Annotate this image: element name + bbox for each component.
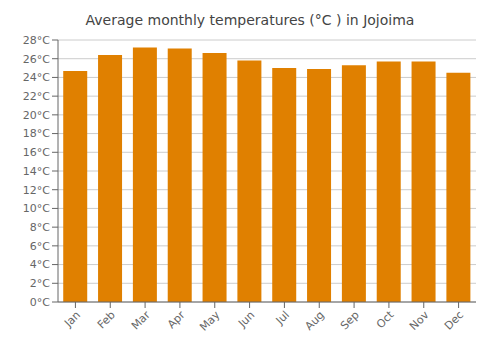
svg-text:28°C: 28°C xyxy=(23,34,50,47)
svg-text:10°C: 10°C xyxy=(23,202,50,215)
svg-text:Oct: Oct xyxy=(374,308,397,331)
svg-text:May: May xyxy=(197,308,223,334)
svg-text:20°C: 20°C xyxy=(23,109,50,122)
svg-text:Apr: Apr xyxy=(165,308,188,331)
svg-text:Jan: Jan xyxy=(61,308,83,330)
svg-text:6°C: 6°C xyxy=(30,240,50,253)
svg-text:Jul: Jul xyxy=(273,308,292,327)
svg-text:Dec: Dec xyxy=(442,308,466,332)
svg-text:Aug: Aug xyxy=(303,308,327,332)
svg-text:Feb: Feb xyxy=(95,308,118,331)
svg-text:Jun: Jun xyxy=(235,308,257,330)
svg-text:0°C: 0°C xyxy=(30,296,50,309)
svg-text:22°C: 22°C xyxy=(23,90,50,103)
svg-text:8°C: 8°C xyxy=(30,221,50,234)
svg-text:26°C: 26°C xyxy=(23,53,50,66)
svg-text:2°C: 2°C xyxy=(30,277,50,290)
svg-text:12°C: 12°C xyxy=(23,184,50,197)
svg-text:Sep: Sep xyxy=(338,308,362,332)
svg-text:Nov: Nov xyxy=(407,308,432,333)
html-text:Average monthly temperatures (: Average monthly temperatures (°C ) in Jo… xyxy=(85,12,415,28)
svg-text:Mar: Mar xyxy=(129,308,153,332)
svg-text:4°C: 4°C xyxy=(30,258,50,271)
svg-text:16°C: 16°C xyxy=(23,146,50,159)
svg-text:24°C: 24°C xyxy=(23,71,50,84)
svg-text:18°C: 18°C xyxy=(23,127,50,140)
svg-text:14°C: 14°C xyxy=(23,165,50,178)
